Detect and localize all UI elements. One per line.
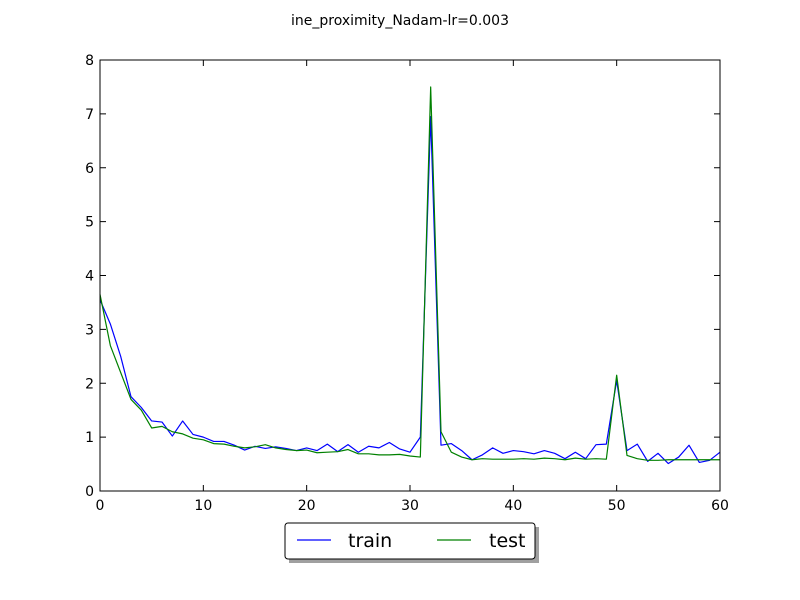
series-line-train <box>99 115 721 465</box>
y-tick-label: 4 <box>85 269 94 285</box>
y-tick-label: 6 <box>85 161 94 177</box>
x-tick-label: 0 <box>96 498 105 514</box>
legend-label-train: train <box>348 530 392 552</box>
y-tick-label: 2 <box>85 376 94 392</box>
x-tick-label: 10 <box>194 498 212 514</box>
series-layer <box>99 86 721 465</box>
series-line-test <box>99 86 720 461</box>
x-tick-label: 30 <box>401 498 419 514</box>
y-tick-label: 0 <box>85 484 94 500</box>
legend-box <box>284 522 536 560</box>
y-tick-label: 7 <box>85 107 94 123</box>
y-tick-label: 5 <box>85 215 94 231</box>
legend: train test <box>284 522 539 563</box>
chart-title: ine_proximity_Nadam-lr=0.003 <box>291 13 509 29</box>
x-tick-label: 40 <box>504 498 522 514</box>
axes-frame <box>99 59 721 492</box>
y-tick-label: 3 <box>85 322 94 338</box>
legend-items: train test <box>297 530 526 552</box>
y-tick-label: 8 <box>85 53 94 69</box>
y-tick-label: 1 <box>85 430 94 446</box>
x-tick-label: 50 <box>608 498 626 514</box>
x-tick-label: 20 <box>298 498 316 514</box>
x-tick-label: 60 <box>711 498 729 514</box>
legend-label-test: test <box>489 530 526 552</box>
ticks-layer: 0 10 20 30 40 50 60 0 1 2 3 4 5 6 7 8 <box>85 53 729 514</box>
